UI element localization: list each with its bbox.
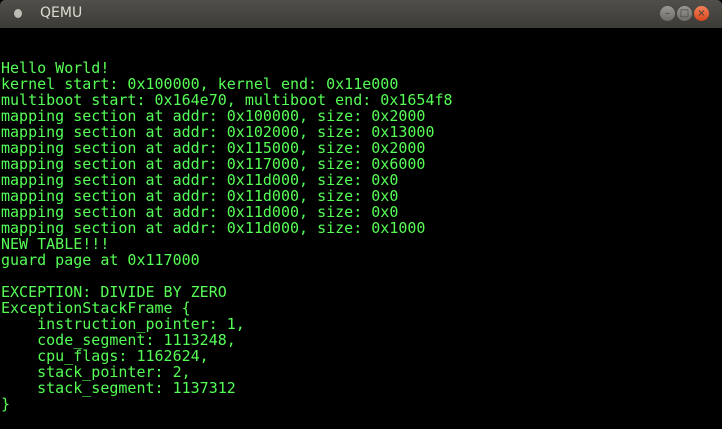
console-line: multiboot start: 0x164e70, multiboot end… [1, 91, 453, 109]
console-line: mapping section at addr: 0x100000, size:… [1, 107, 426, 125]
console-line: Hello World! [1, 59, 110, 77]
console-line: EXCEPTION: DIVIDE BY ZERO [1, 283, 227, 301]
vga-console[interactable]: Hello World! kernel start: 0x100000, kern… [0, 28, 722, 429]
console-line: mapping section at addr: 0x11d000, size:… [1, 187, 399, 205]
console-line: mapping section at addr: 0x115000, size:… [1, 139, 426, 157]
console-line: } [1, 395, 11, 413]
qemu-app-icon [14, 9, 22, 18]
console-line: mapping section at addr: 0x11d000, size:… [1, 203, 399, 221]
console-line: mapping section at addr: 0x117000, size:… [1, 155, 426, 173]
maximize-button[interactable]: □ [677, 6, 692, 21]
console-line: mapping section at addr: 0x11d000, size:… [1, 171, 399, 189]
console-line: stack_pointer: 2, [1, 363, 191, 381]
window-titlebar[interactable]: QEMU – □ × [0, 0, 722, 28]
console-line: ExceptionStackFrame { [1, 299, 191, 317]
console-line: stack_segment: 1137312 [1, 379, 236, 397]
console-line: instruction_pointer: 1, [1, 315, 245, 333]
console-line: NEW TABLE!!! [1, 235, 110, 253]
console-line: guard page at 0x117000 [1, 251, 200, 269]
close-button[interactable]: × [694, 6, 709, 21]
console-line: mapping section at addr: 0x102000, size:… [1, 123, 435, 141]
console-line: code_segment: 1113248, [1, 331, 236, 349]
console-line: kernel start: 0x100000, kernel end: 0x11… [1, 75, 399, 93]
window-title: QEMU [40, 5, 83, 21]
console-line: cpu_flags: 1162624, [1, 347, 209, 365]
minimize-button[interactable]: – [660, 6, 675, 21]
console-line: mapping section at addr: 0x11d000, size:… [1, 219, 426, 237]
